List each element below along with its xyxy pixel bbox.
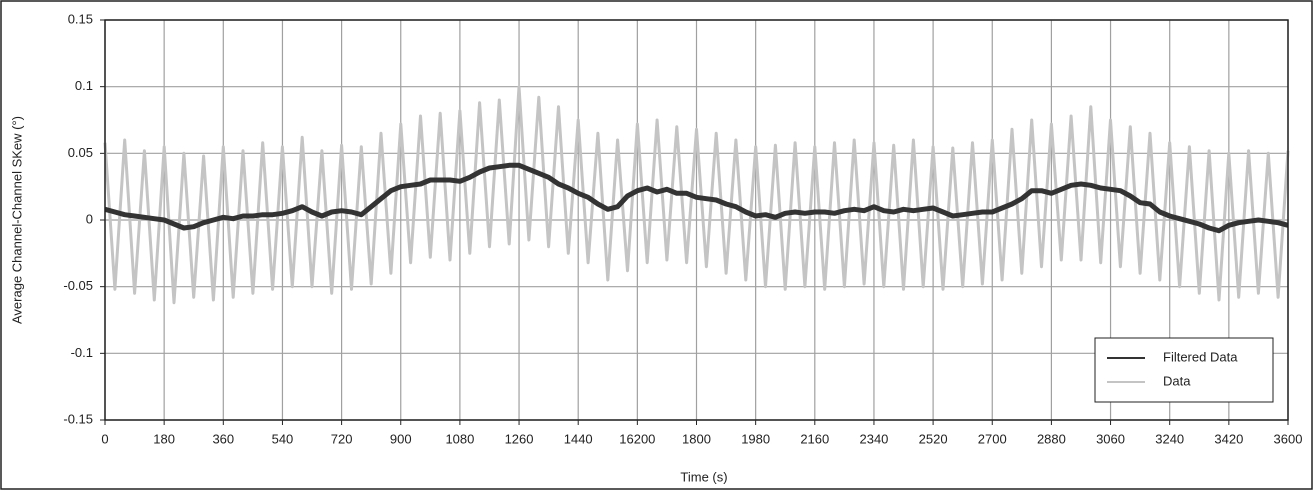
x-tick-label: 1980 (741, 431, 770, 446)
y-tick-label: 0.15 (68, 11, 93, 26)
x-tick-label: 2160 (800, 431, 829, 446)
x-tick-label: 3600 (1274, 431, 1303, 446)
y-tick-label: 0.05 (68, 145, 93, 160)
y-tick-label: -0.1 (71, 345, 93, 360)
x-tick-label: 360 (212, 431, 234, 446)
x-tick-label: 900 (390, 431, 412, 446)
plot-border (104, 19, 1289, 421)
x-tick-label: 2700 (978, 431, 1007, 446)
x-tick-label: 1800 (682, 431, 711, 446)
x-tick-label: 2880 (1037, 431, 1066, 446)
x-tick-label: 540 (272, 431, 294, 446)
x-tick-label: 1440 (564, 431, 593, 446)
x-tick-label: 3240 (1155, 431, 1184, 446)
x-tick-label: 3060 (1096, 431, 1125, 446)
x-tick-label: 2520 (919, 431, 948, 446)
y-tick-label: -0.15 (63, 411, 93, 426)
y-axis-label: Average Channel-Channel SKew (°) (9, 116, 24, 324)
y-tick-label: -0.05 (63, 278, 93, 293)
legend-label: Filtered Data (1163, 349, 1238, 364)
legend-label: Data (1163, 373, 1191, 388)
y-tick-label: 0.1 (75, 78, 93, 93)
legend-box (1094, 337, 1274, 403)
x-tick-label: 16200 (619, 431, 655, 446)
x-tick-label: 720 (331, 431, 353, 446)
y-tick-label: 0 (86, 211, 93, 226)
x-tick-label: 180 (153, 431, 175, 446)
x-tick-label: 3420 (1214, 431, 1243, 446)
x-tick-label: 1080 (445, 431, 474, 446)
series-line (103, 85, 1290, 305)
series-line (104, 162, 1289, 234)
x-tick-label: 2340 (859, 431, 888, 446)
x-tick-label: 1260 (505, 431, 534, 446)
x-axis-label: Time (s) (680, 469, 727, 484)
x-tick-label: 0 (101, 431, 108, 446)
